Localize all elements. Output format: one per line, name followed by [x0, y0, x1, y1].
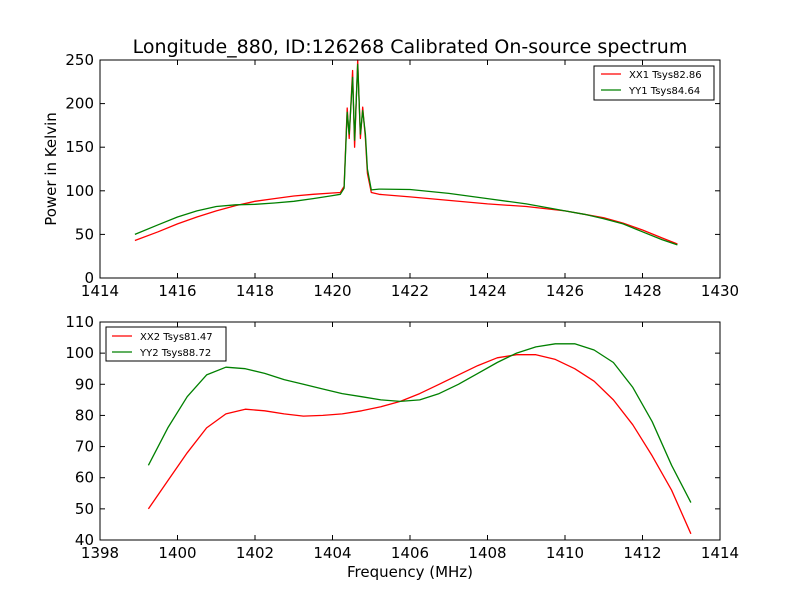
- bottom-y-tick-label: 50: [75, 500, 94, 518]
- bottom-y-tick-label: 80: [75, 406, 94, 424]
- bottom-x-tick-label: 1398: [81, 544, 119, 562]
- bottom-x-axis-label: Frequency (MHz): [347, 563, 473, 581]
- top-y-tick-label: 0: [84, 269, 94, 287]
- top-y-tick-label: 100: [65, 182, 94, 200]
- bottom-legend-box: [105, 326, 227, 362]
- top-x-tick-label: 1430: [701, 282, 739, 300]
- bottom-x-tick-label: 1414: [701, 544, 739, 562]
- bottom-x-tick-label: 1410: [546, 544, 584, 562]
- top-x-tick-label: 1428: [623, 282, 661, 300]
- bottom-x-tick-label: 1408: [468, 544, 506, 562]
- bottom-x-tick-label: 1406: [391, 544, 429, 562]
- chart-title: Longitude_880, ID:126268 Calibrated On-s…: [133, 36, 688, 58]
- bottom-legend: XX2 Tsys81.47 YY2 Tsys88.72: [105, 326, 227, 362]
- bottom-series-line-xx: [147, 354, 692, 535]
- bottom-x-tick-label: 1400: [158, 544, 196, 562]
- bottom-y-tick-label: 40: [75, 531, 94, 549]
- bottom-plot: 1398 1400 1402 1404 1406 1408 1410 1412 1414 40 50…: [65, 313, 739, 581]
- bottom-legend-label-xx2: XX2 Tsys81.47: [140, 332, 213, 343]
- top-y-tick-label: 250: [65, 51, 94, 69]
- top-legend: XX1 Tsys82.86 YY1 Tsys84.64: [593, 65, 715, 101]
- bottom-y-tick-label: 110: [65, 313, 94, 331]
- top-series-line-yy: [134, 63, 678, 246]
- top-x-tick-label: 1420: [313, 282, 351, 300]
- top-legend-label-yy1: YY1 Tsys84.64: [628, 86, 700, 97]
- bottom-x-tick-label: 1402: [236, 544, 274, 562]
- top-x-tick-label: 1422: [391, 282, 429, 300]
- top-x-tick-label: 1424: [468, 282, 506, 300]
- top-x-tick-label: 1418: [236, 282, 274, 300]
- bottom-y-tick-label: 100: [65, 344, 94, 362]
- bottom-series-group: [147, 343, 692, 535]
- top-y-tick-label: 150: [65, 138, 94, 156]
- bottom-x-tick-label: 1404: [313, 544, 351, 562]
- bottom-y-tick-label: 70: [75, 438, 94, 456]
- bottom-ticks-group: 1398 1400 1402 1404 1406 1408 1410 1412 1414 40 50…: [65, 313, 739, 562]
- top-x-tick-label: 1416: [158, 282, 196, 300]
- top-x-tick-label: 1414: [81, 282, 119, 300]
- top-ticks-group: 1414 1416 1418 1420 1422 1424 1426 1428 1430 0 50 1…: [65, 51, 739, 300]
- top-y-axis-label: Power in Kelvin: [42, 112, 60, 226]
- bottom-y-tick-label: 90: [75, 375, 94, 393]
- bottom-series-line-yy: [147, 343, 692, 503]
- top-legend-label-xx1: XX1 Tsys82.86: [629, 70, 702, 81]
- top-y-tick-label: 200: [65, 95, 94, 113]
- bottom-legend-label-yy2: YY2 Tsys88.72: [139, 348, 211, 359]
- top-plot: Longitude_880, ID:126268 Calibrated On-s…: [42, 36, 739, 300]
- top-legend-box: [593, 65, 715, 101]
- top-y-tick-label: 50: [75, 225, 94, 243]
- bottom-x-tick-label: 1412: [623, 544, 661, 562]
- top-x-tick-label: 1426: [546, 282, 584, 300]
- bottom-y-tick-label: 60: [75, 469, 94, 487]
